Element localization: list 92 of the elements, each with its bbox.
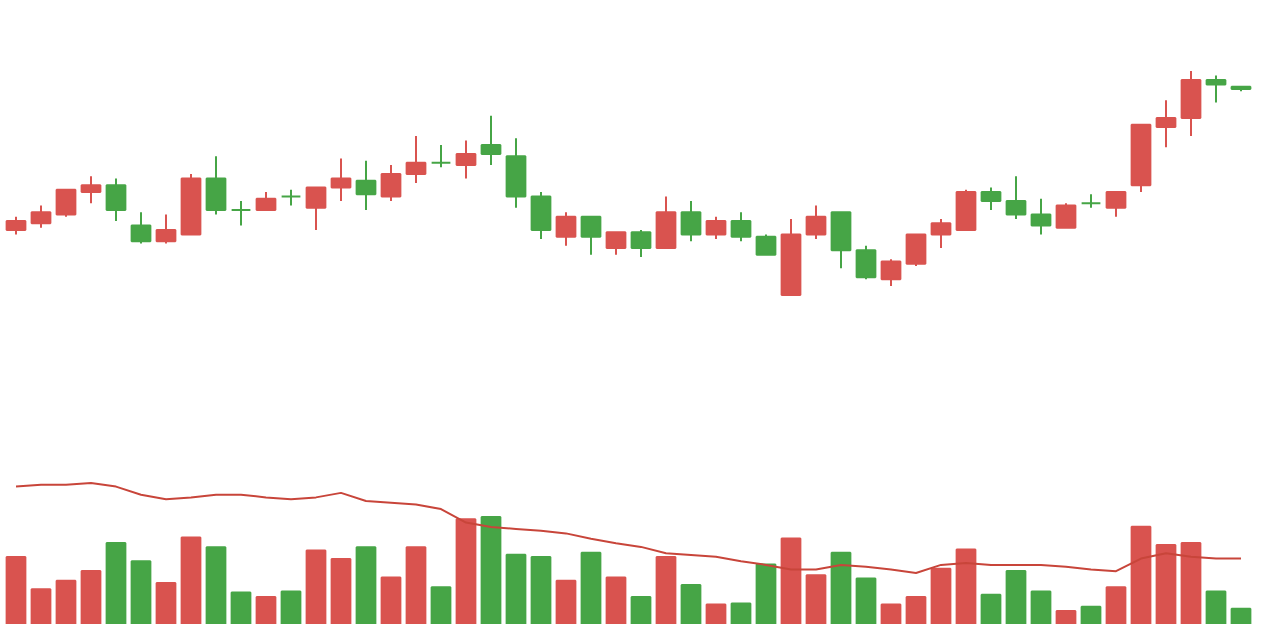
bar [580,551,602,624]
bar [30,588,52,624]
candlestick [55,188,77,218]
candlestick [605,231,627,256]
bar [930,567,952,624]
bar [555,579,577,624]
candlestick [105,177,127,223]
candlestick [405,134,427,185]
bar [5,555,27,624]
candlestick [230,199,252,227]
bar [1155,544,1177,624]
candlestick [930,217,952,249]
candlestick [555,211,577,247]
bar [1030,590,1052,624]
bar [530,555,552,624]
bar [1055,609,1077,624]
candlestick [580,215,602,256]
bar [955,548,977,624]
candlestick [455,139,477,180]
candlestick [880,258,902,288]
candlestick [980,186,1002,211]
bar [130,560,152,624]
bar [55,579,77,624]
candlestick [755,233,777,256]
candlestick [130,211,152,245]
candlestick [830,211,852,270]
candlestick [1155,99,1177,149]
bar [1005,570,1027,624]
candlestick [855,244,877,281]
bar [805,574,827,624]
candlestick [1055,202,1077,229]
candlestick [30,204,52,229]
candlestick [155,213,177,245]
bar [405,546,427,624]
candlestick [955,188,977,232]
bar [980,593,1002,624]
candlestick [805,204,827,241]
bar [205,546,227,624]
candlestick [205,155,227,216]
bar [80,570,102,624]
candlestick [480,114,502,167]
candlestick [1005,175,1027,220]
bar [1230,607,1252,624]
bar [780,537,802,624]
candlestick [505,137,527,209]
candlestick [530,190,552,241]
bar [655,555,677,624]
bar [155,581,177,624]
bar [1180,541,1202,624]
bar [855,577,877,624]
bar [730,602,752,624]
bar [305,549,327,624]
candlestick [630,229,652,258]
candlestick [380,164,402,202]
candlestick [1030,197,1052,236]
bar [705,603,727,624]
bar [430,586,452,624]
candlestick [80,175,102,205]
candlestick [330,157,352,202]
bar [455,518,477,624]
bar [880,603,902,624]
candlestick [430,143,452,169]
candlestick [1205,74,1227,104]
bar [255,595,277,624]
bar [605,576,627,624]
candlestick [1180,70,1202,137]
candlestick [730,211,752,243]
candlestick [680,199,702,243]
bar [755,563,777,624]
bar [380,576,402,624]
bar [1105,586,1127,624]
bar [330,558,352,624]
candlestick [905,233,927,267]
bar [355,546,377,624]
bar [230,591,252,624]
bar [1130,525,1152,624]
bar [905,595,927,624]
bar [280,590,302,624]
bar [1205,590,1227,624]
bar [630,595,652,624]
bar [105,541,127,624]
candlestick [1105,190,1127,218]
bar [180,536,202,624]
bar [505,553,527,624]
candlestick [305,186,327,232]
candlestick [355,159,377,211]
candlestick [655,195,677,249]
bar [680,584,702,624]
bar [830,551,852,624]
bar [480,516,502,624]
bar [1080,605,1102,624]
candlestick [705,215,727,241]
